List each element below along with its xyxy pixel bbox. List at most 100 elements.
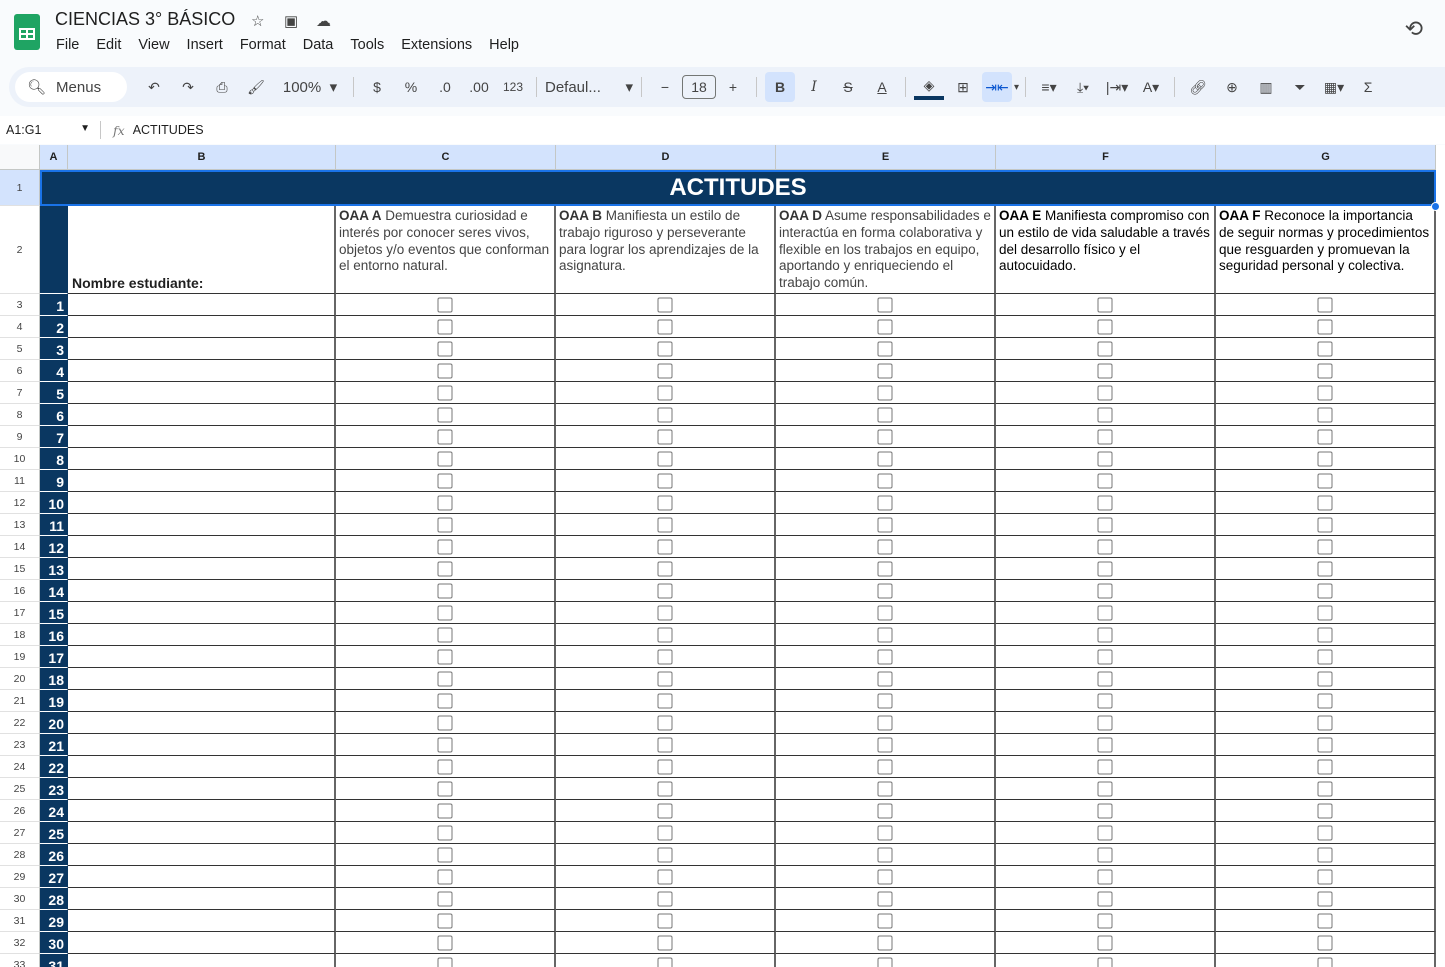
- checkbox-cell[interactable]: [776, 800, 996, 822]
- checkbox-cell[interactable]: [336, 844, 556, 866]
- checkbox[interactable]: [657, 539, 673, 554]
- row-header-24[interactable]: 24: [0, 756, 40, 778]
- checkbox-cell[interactable]: [556, 844, 776, 866]
- checkbox[interactable]: [877, 451, 893, 466]
- student-name-cell[interactable]: [68, 712, 336, 734]
- student-name-cell[interactable]: [68, 844, 336, 866]
- selection-handle[interactable]: [1431, 202, 1440, 211]
- checkbox[interactable]: [657, 869, 673, 884]
- checkbox-cell[interactable]: [996, 756, 1216, 778]
- checkbox-cell[interactable]: [556, 756, 776, 778]
- redo-icon[interactable]: ↷: [182, 78, 194, 95]
- checkbox-cell[interactable]: [556, 690, 776, 712]
- checkbox-cell[interactable]: [996, 844, 1216, 866]
- checkbox-cell[interactable]: [996, 800, 1216, 822]
- checkbox-cell[interactable]: [336, 382, 556, 404]
- checkbox-cell[interactable]: [1216, 294, 1436, 316]
- checkbox-cell[interactable]: [1216, 624, 1436, 646]
- checkbox-cell[interactable]: [1216, 646, 1436, 668]
- checkbox[interactable]: [1097, 847, 1113, 862]
- checkbox-cell[interactable]: [336, 646, 556, 668]
- checkbox[interactable]: [1097, 583, 1113, 598]
- checkbox[interactable]: [437, 473, 453, 488]
- checkbox-cell[interactable]: [1216, 910, 1436, 932]
- row-header-30[interactable]: 30: [0, 888, 40, 910]
- checkbox-cell[interactable]: [996, 404, 1216, 426]
- row-header-31[interactable]: 31: [0, 910, 40, 932]
- checkbox[interactable]: [877, 495, 893, 510]
- row-header-18[interactable]: 18: [0, 624, 40, 646]
- menu-data[interactable]: Data: [302, 37, 334, 53]
- checkbox-cell[interactable]: [776, 338, 996, 360]
- checkbox[interactable]: [1097, 473, 1113, 488]
- checkbox-cell[interactable]: [996, 558, 1216, 580]
- checkbox[interactable]: [437, 319, 453, 334]
- checkbox-cell[interactable]: [1216, 690, 1436, 712]
- student-name-cell[interactable]: [68, 294, 336, 316]
- checkbox-cell[interactable]: [996, 866, 1216, 888]
- checkbox-cell[interactable]: [556, 668, 776, 690]
- checkbox-cell[interactable]: [336, 514, 556, 536]
- menu-extensions[interactable]: Extensions: [401, 37, 473, 53]
- checkbox[interactable]: [657, 451, 673, 466]
- checkbox-cell[interactable]: [776, 690, 996, 712]
- checkbox-cell[interactable]: [336, 932, 556, 954]
- checkbox-cell[interactable]: [776, 558, 996, 580]
- checkbox[interactable]: [877, 605, 893, 620]
- menu-insert[interactable]: Insert: [186, 37, 223, 53]
- checkbox[interactable]: [437, 583, 453, 598]
- checkbox[interactable]: [437, 385, 453, 400]
- checkbox-cell[interactable]: [556, 734, 776, 756]
- menu-tools[interactable]: Tools: [350, 37, 385, 53]
- insert-comment-icon[interactable]: ⊕: [1226, 78, 1238, 95]
- print-icon[interactable]: ⎙: [216, 78, 228, 95]
- checkbox-cell[interactable]: [776, 294, 996, 316]
- checkbox-cell[interactable]: [556, 360, 776, 382]
- checkbox[interactable]: [877, 935, 893, 950]
- checkbox[interactable]: [1097, 715, 1113, 730]
- checkbox[interactable]: [1097, 297, 1113, 312]
- checkbox[interactable]: [877, 847, 893, 862]
- filter-icon[interactable]: ⏷: [1294, 78, 1306, 95]
- checkbox-cell[interactable]: [1216, 822, 1436, 844]
- checkbox-cell[interactable]: [996, 712, 1216, 734]
- checkbox-cell[interactable]: [1216, 536, 1436, 558]
- checkbox-cell[interactable]: [776, 888, 996, 910]
- checkbox-cell[interactable]: [776, 492, 996, 514]
- checkbox-cell[interactable]: [556, 338, 776, 360]
- column-header-C[interactable]: C: [336, 145, 556, 170]
- checkbox[interactable]: [877, 891, 893, 906]
- checkbox[interactable]: [1317, 869, 1333, 884]
- decrease-decimal-button[interactable]: .0: [439, 79, 451, 95]
- row-header-27[interactable]: 27: [0, 822, 40, 844]
- checkbox[interactable]: [657, 803, 673, 818]
- row-header-8[interactable]: 8: [0, 404, 40, 426]
- checkbox[interactable]: [1097, 957, 1113, 967]
- checkbox[interactable]: [1317, 715, 1333, 730]
- student-name-cell[interactable]: [68, 888, 336, 910]
- student-name-cell[interactable]: [68, 536, 336, 558]
- student-name-cell[interactable]: [68, 316, 336, 338]
- row-header-12[interactable]: 12: [0, 492, 40, 514]
- checkbox-cell[interactable]: [996, 624, 1216, 646]
- student-name-cell[interactable]: [68, 492, 336, 514]
- checkbox[interactable]: [657, 363, 673, 378]
- menu-search[interactable]: 🔍︎ Menus: [15, 72, 127, 102]
- checkbox[interactable]: [437, 803, 453, 818]
- checkbox[interactable]: [1317, 407, 1333, 422]
- checkbox[interactable]: [1317, 363, 1333, 378]
- italic-button[interactable]: I: [811, 79, 817, 95]
- sheets-logo[interactable]: [14, 14, 40, 50]
- checkbox-cell[interactable]: [1216, 448, 1436, 470]
- checkbox-cell[interactable]: [1216, 734, 1436, 756]
- checkbox[interactable]: [1317, 517, 1333, 532]
- checkbox-cell[interactable]: [776, 426, 996, 448]
- checkbox-cell[interactable]: [776, 778, 996, 800]
- checkbox[interactable]: [1317, 495, 1333, 510]
- checkbox-cell[interactable]: [336, 866, 556, 888]
- row-header-14[interactable]: 14: [0, 536, 40, 558]
- checkbox[interactable]: [437, 913, 453, 928]
- checkbox-cell[interactable]: [996, 426, 1216, 448]
- checkbox[interactable]: [657, 957, 673, 967]
- formula-input[interactable]: ACTITUDES: [132, 123, 204, 137]
